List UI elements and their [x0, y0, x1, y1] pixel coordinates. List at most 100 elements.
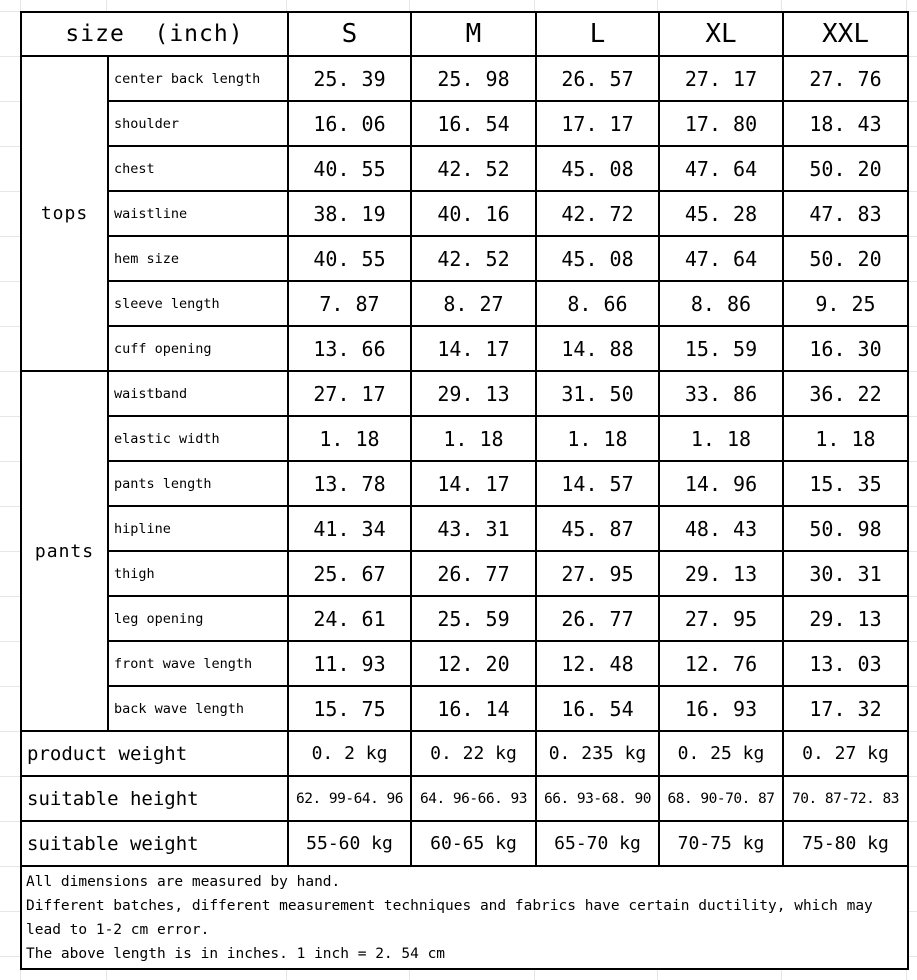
value-cell: 50. 20 — [782, 145, 909, 192]
value-cell: 26. 77 — [410, 550, 537, 597]
row-sleeve-length: sleeve length 7. 87 8. 27 8. 66 8. 86 9.… — [21, 280, 909, 327]
value-cell: 62. 99-64. 96 — [287, 775, 412, 822]
value-cell: 40. 55 — [287, 235, 412, 282]
value-cell: 14. 17 — [410, 325, 537, 372]
row-elastic-width: elastic width 1. 18 1. 18 1. 18 1. 18 1.… — [21, 415, 909, 462]
note-line: Different batches, different measurement… — [26, 898, 873, 914]
row-label: pants length — [107, 460, 289, 507]
value-cell: 15. 75 — [287, 685, 412, 732]
value-cell: 1. 18 — [535, 415, 660, 462]
value-cell: 29. 13 — [658, 550, 784, 597]
value-cell: 25. 98 — [410, 55, 537, 102]
note-line: lead to 1-2 cm error. — [26, 922, 210, 938]
notes-cell: All dimensions are measured by hand. Dif… — [20, 865, 909, 970]
row-back-wave-length: back wave length 15. 75 16. 14 16. 54 16… — [21, 685, 909, 732]
value-cell: 17. 32 — [782, 685, 909, 732]
value-cell: 7. 87 — [287, 280, 412, 327]
row-thigh: thigh 25. 67 26. 77 27. 95 29. 13 30. 31 — [21, 550, 909, 597]
value-cell: 29. 13 — [782, 595, 909, 642]
value-cell: 42. 72 — [535, 190, 660, 237]
value-cell: 26. 77 — [535, 595, 660, 642]
value-cell: 14. 96 — [658, 460, 784, 507]
row-hipline: hipline 41. 34 43. 31 45. 87 48. 43 50. … — [21, 505, 909, 552]
value-cell: 50. 98 — [782, 505, 909, 552]
row-label: front wave length — [107, 640, 289, 687]
value-cell: 31. 50 — [535, 370, 660, 417]
row-label: waistline — [107, 190, 289, 237]
value-cell: 24. 61 — [287, 595, 412, 642]
row-cuff-opening: cuff opening 13. 66 14. 17 14. 88 15. 59… — [21, 325, 909, 372]
value-cell: 16. 06 — [287, 100, 412, 147]
value-cell: 16. 14 — [410, 685, 537, 732]
value-cell: 25. 67 — [287, 550, 412, 597]
value-cell: 0. 25 kg — [658, 730, 784, 777]
value-cell: 14. 57 — [535, 460, 660, 507]
value-cell: 36. 22 — [782, 370, 909, 417]
value-cell: 8. 86 — [658, 280, 784, 327]
row-pants-length: pants length 13. 78 14. 17 14. 57 14. 96… — [21, 460, 909, 507]
value-cell: 45. 28 — [658, 190, 784, 237]
value-cell: 18. 43 — [782, 100, 909, 147]
value-cell: 29. 13 — [410, 370, 537, 417]
value-cell: 16. 30 — [782, 325, 909, 372]
value-cell: 75-80 kg — [782, 820, 909, 867]
row-label: waistband — [107, 370, 289, 417]
value-cell: 9. 25 — [782, 280, 909, 327]
value-cell: 0. 235 kg — [535, 730, 660, 777]
summary-label: suitable height — [20, 775, 289, 822]
value-cell: 0. 22 kg — [410, 730, 537, 777]
value-cell: 27. 95 — [658, 595, 784, 642]
row-leg-opening: leg opening 24. 61 25. 59 26. 77 27. 95 … — [21, 595, 909, 642]
value-cell: 66. 93-68. 90 — [535, 775, 660, 822]
row-center-back-length: tops center back length 25. 39 25. 98 26… — [20, 55, 909, 372]
value-cell: 45. 08 — [535, 235, 660, 282]
group-pants: pants — [20, 370, 109, 732]
value-cell: 55-60 kg — [287, 820, 412, 867]
row-label: leg opening — [107, 595, 289, 642]
value-cell: 17. 17 — [535, 100, 660, 147]
note-line: The above length is in inches. 1 inch = … — [26, 946, 446, 962]
group-tops: tops — [20, 55, 109, 372]
value-cell: 68. 90-70. 87 — [658, 775, 784, 822]
value-cell: 0. 2 kg — [287, 730, 412, 777]
value-cell: 17. 80 — [658, 100, 784, 147]
row-product-weight: product weight 0. 2 kg 0. 22 kg 0. 235 k… — [20, 730, 909, 777]
value-cell: 12. 20 — [410, 640, 537, 687]
row-waistband: pants waistband 27. 17 29. 13 31. 50 33.… — [20, 370, 909, 732]
size-chart-table: size (inch) S M L XL XXL tops center bac… — [20, 11, 909, 970]
value-cell: 27. 17 — [658, 55, 784, 102]
value-cell: 1. 18 — [658, 415, 784, 462]
value-cell: 12. 48 — [535, 640, 660, 687]
value-cell: 40. 16 — [410, 190, 537, 237]
row-label: elastic width — [107, 415, 289, 462]
value-cell: 16. 54 — [535, 685, 660, 732]
value-cell: 47. 64 — [658, 145, 784, 192]
value-cell: 47. 83 — [782, 190, 909, 237]
row-label: shoulder — [107, 100, 289, 147]
value-cell: 70-75 kg — [658, 820, 784, 867]
row-notes: All dimensions are measured by hand. Dif… — [20, 865, 909, 970]
value-cell: 50. 20 — [782, 235, 909, 282]
row-label: chest — [107, 145, 289, 192]
value-cell: 30. 31 — [782, 550, 909, 597]
value-cell: 47. 64 — [658, 235, 784, 282]
row-hem-size: hem size 40. 55 42. 52 45. 08 47. 64 50.… — [21, 235, 909, 282]
value-cell: 40. 55 — [287, 145, 412, 192]
value-cell: 11. 93 — [287, 640, 412, 687]
row-label: thigh — [107, 550, 289, 597]
value-cell: 25. 59 — [410, 595, 537, 642]
row-label: sleeve length — [107, 280, 289, 327]
value-cell: 27. 17 — [287, 370, 412, 417]
summary-label: suitable weight — [20, 820, 289, 867]
row-label: hem size — [107, 235, 289, 282]
row-waistline: waistline 38. 19 40. 16 42. 72 45. 28 47… — [21, 190, 909, 237]
size-col-m: M — [410, 11, 537, 57]
value-cell: 1. 18 — [782, 415, 909, 462]
note-line: All dimensions are measured by hand. — [26, 874, 341, 890]
value-cell: 43. 31 — [410, 505, 537, 552]
value-cell: 0. 27 kg — [782, 730, 909, 777]
row-label: back wave length — [107, 685, 289, 732]
value-cell: 27. 76 — [782, 55, 909, 102]
value-cell: 41. 34 — [287, 505, 412, 552]
size-col-s: S — [287, 11, 412, 57]
